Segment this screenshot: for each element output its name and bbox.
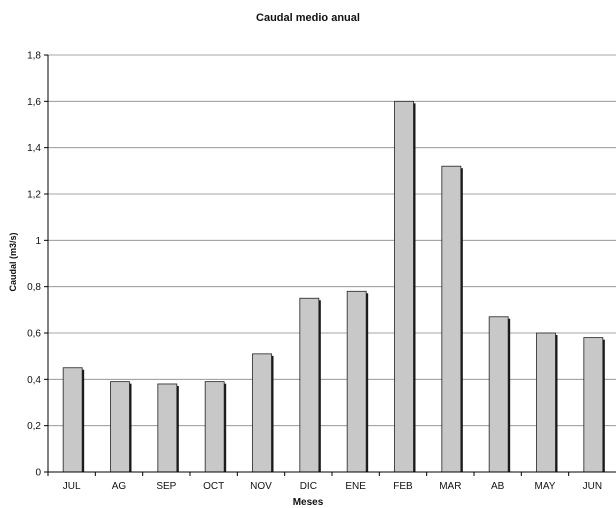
x-tick-label: DIC bbox=[300, 481, 317, 492]
bar-may bbox=[536, 332, 558, 473]
bar bbox=[204, 381, 225, 473]
x-tick-label: NOV bbox=[250, 481, 272, 492]
bar bbox=[583, 337, 604, 473]
y-tick-label: 1,8 bbox=[27, 51, 41, 62]
bar bbox=[394, 100, 414, 473]
bar bbox=[299, 297, 320, 473]
x-tick-label: FEB bbox=[393, 481, 413, 492]
axes bbox=[47, 55, 616, 473]
bar bbox=[488, 316, 509, 473]
chart-title: Caudal medio anual bbox=[256, 12, 360, 24]
x-tick-label: ENE bbox=[345, 481, 366, 492]
bar-dic bbox=[299, 297, 321, 473]
x-axis-label: Meses bbox=[292, 497, 324, 508]
y-tick-label: 1 bbox=[35, 236, 41, 247]
bar bbox=[157, 383, 178, 473]
x-tick-label: AG bbox=[112, 481, 127, 492]
bar-jun bbox=[583, 337, 605, 473]
y-tick-label: 1,6 bbox=[27, 97, 41, 108]
bar-ag bbox=[110, 381, 132, 473]
x-tick-label: MAR bbox=[439, 481, 461, 492]
x-tick-label: SEP bbox=[156, 481, 176, 492]
bar bbox=[252, 353, 272, 473]
bar-ene bbox=[346, 290, 369, 473]
x-tick-label: JUN bbox=[583, 481, 602, 492]
bar-nov bbox=[252, 353, 274, 473]
x-axis-ticks: JUL AG SEP OCT NOV DIC ENE FEB MAR AB MAY JUN bbox=[47, 472, 602, 492]
y-tick-label: 1,4 bbox=[27, 143, 41, 154]
y-tick-label: 0,2 bbox=[27, 421, 41, 432]
x-tick-label: OCT bbox=[203, 481, 224, 492]
y-tick-label: 0,4 bbox=[27, 375, 41, 386]
bar bbox=[62, 367, 83, 473]
bars bbox=[62, 100, 605, 473]
bar bbox=[536, 332, 556, 473]
bar-feb bbox=[394, 100, 416, 473]
bar-jul bbox=[62, 367, 85, 473]
x-tick-label: MAY bbox=[535, 481, 556, 492]
bar-oct bbox=[204, 381, 227, 473]
x-tick-label: AB bbox=[491, 481, 505, 492]
bar bbox=[346, 290, 367, 473]
bar-mar bbox=[441, 165, 463, 473]
x-tick-label: JUL bbox=[63, 481, 81, 492]
bar-sep bbox=[157, 383, 179, 473]
y-axis-ticks: 0 0,2 0,4 0,6 0,8 1 1,2 1,4 1,6 1,8 bbox=[27, 51, 48, 479]
y-tick-label: 1,2 bbox=[27, 190, 41, 201]
y-tick-label: 0,8 bbox=[27, 282, 41, 293]
y-tick-label: 0 bbox=[35, 468, 41, 479]
bar bbox=[441, 165, 462, 473]
bar-ab bbox=[488, 316, 511, 473]
y-tick-label: 0,6 bbox=[27, 329, 41, 340]
gridlines bbox=[48, 54, 616, 427]
bar bbox=[110, 381, 130, 473]
